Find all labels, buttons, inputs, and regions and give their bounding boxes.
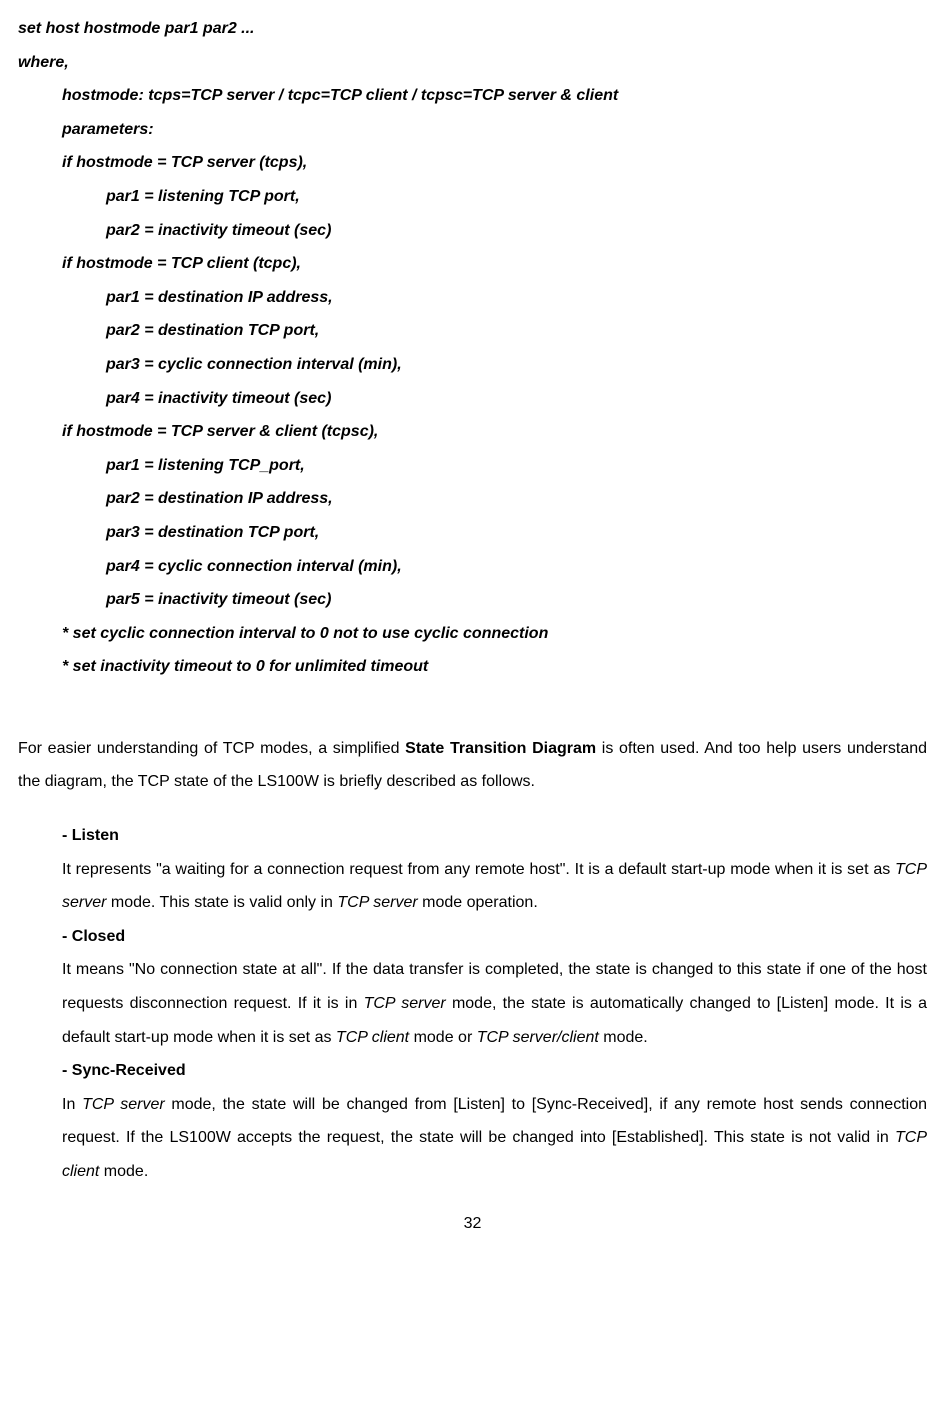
cmd-tcps-par1: par1 = listening TCP port, xyxy=(18,180,927,214)
page-number: 32 xyxy=(18,1207,927,1241)
cmd-tcpsc-header: if hostmode = TCP server & client (tcpsc… xyxy=(18,415,927,449)
sync-i1: TCP server xyxy=(82,1096,165,1113)
cmd-tcpc-par1: par1 = destination IP address, xyxy=(18,281,927,315)
cmd-tcps-header: if hostmode = TCP server (tcps), xyxy=(18,146,927,180)
cmd-tcpc-par3: par3 = cyclic connection interval (min), xyxy=(18,348,927,382)
state-closed-heading: - Closed xyxy=(62,920,927,954)
cmd-tcpsc-par1: par1 = listening TCP_port, xyxy=(18,449,927,483)
intro-paragraph: For easier understanding of TCP modes, a… xyxy=(18,732,927,799)
state-listen-heading: - Listen xyxy=(62,819,927,853)
closed-i1: TCP server xyxy=(364,995,446,1012)
cmd-tcpc-par2: par2 = destination TCP port, xyxy=(18,314,927,348)
sync-t2: mode, the state will be changed from [Li… xyxy=(62,1096,927,1147)
closed-i2: TCP client xyxy=(336,1029,409,1046)
cmd-tcpsc-par3: par3 = destination TCP port, xyxy=(18,516,927,550)
closed-t4: mode. xyxy=(599,1029,648,1046)
state-sync-heading: - Sync-Received xyxy=(62,1054,927,1088)
cmd-params-label: parameters: xyxy=(18,113,927,147)
sync-t1: In xyxy=(62,1096,82,1113)
cmd-tcpc-header: if hostmode = TCP client (tcpc), xyxy=(18,247,927,281)
listen-t2: mode. This state is valid only in xyxy=(106,894,337,911)
states-block: - Listen It represents "a waiting for a … xyxy=(18,819,927,1189)
cmd-title: set host hostmode par1 par2 ... xyxy=(18,12,927,46)
cmd-tcpsc-par5: par5 = inactivity timeout (sec) xyxy=(18,583,927,617)
cmd-where: where, xyxy=(18,46,927,80)
intro-bold: State Transition Diagram xyxy=(405,740,596,757)
state-listen-body: It represents "a waiting for a connectio… xyxy=(62,853,927,920)
closed-t3: mode or xyxy=(409,1029,477,1046)
cmd-note2: * set inactivity timeout to 0 for unlimi… xyxy=(18,650,927,684)
sync-t3: mode. xyxy=(99,1163,148,1180)
state-sync-body: In TCP server mode, the state will be ch… xyxy=(62,1088,927,1189)
closed-i3: TCP server/client xyxy=(477,1029,599,1046)
cmd-hostmode: hostmode: tcps=TCP server / tcpc=TCP cli… xyxy=(18,79,927,113)
cmd-tcpc-par4: par4 = inactivity timeout (sec) xyxy=(18,382,927,416)
state-closed-body: It means "No connection state at all". I… xyxy=(62,953,927,1054)
cmd-tcpsc-par2: par2 = destination IP address, xyxy=(18,482,927,516)
listen-t3: mode operation. xyxy=(418,894,538,911)
cmd-tcpsc-par4: par4 = cyclic connection interval (min), xyxy=(18,550,927,584)
cmd-note1: * set cyclic connection interval to 0 no… xyxy=(18,617,927,651)
cmd-tcps-par2: par2 = inactivity timeout (sec) xyxy=(18,214,927,248)
intro-pre: For easier understanding of TCP modes, a… xyxy=(18,740,405,757)
listen-i2: TCP server xyxy=(337,894,417,911)
listen-t1: It represents "a waiting for a connectio… xyxy=(62,861,895,878)
